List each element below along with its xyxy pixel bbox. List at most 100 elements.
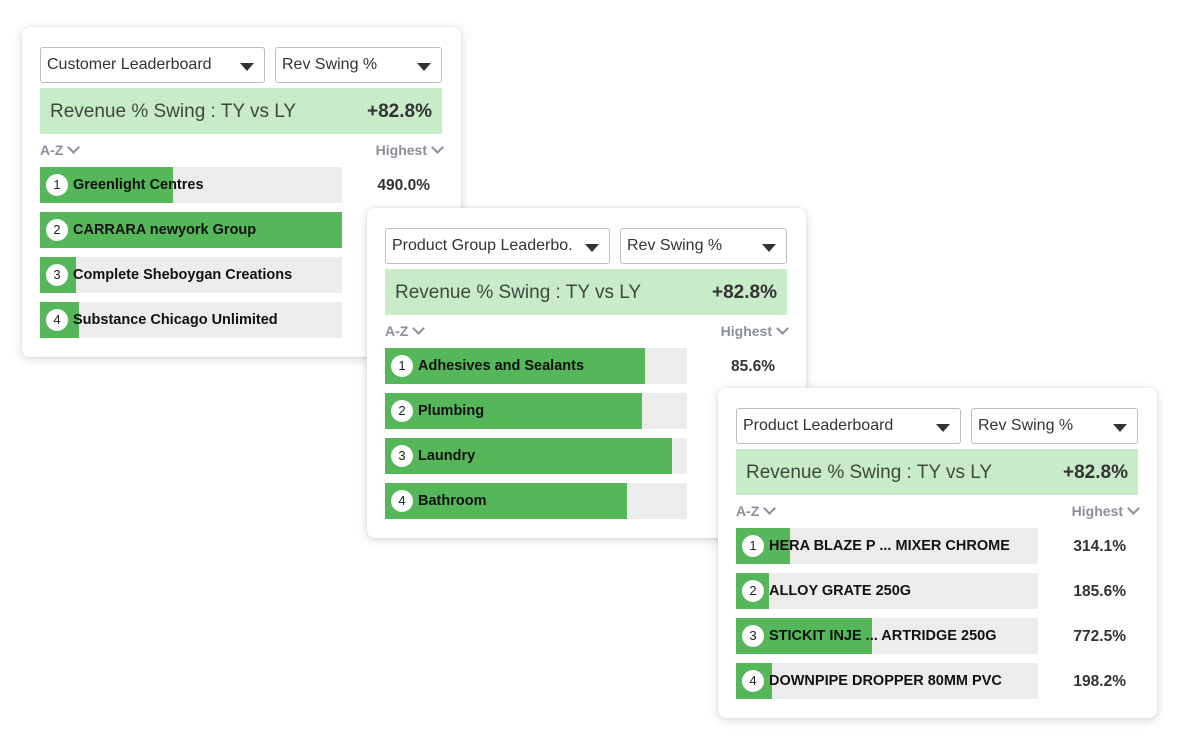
rank-badge: 3: [742, 625, 764, 647]
bar-fill: [385, 348, 645, 384]
summary-banner: Revenue % Swing : TY vs LY +82.8%: [385, 269, 787, 315]
row-label: CARRARA newyork Group: [73, 222, 257, 238]
row-label: Bathroom: [418, 493, 487, 509]
leaderboard-row[interactable]: 2 ALLOY GRATE 250G 185.6%: [736, 573, 1138, 609]
row-label: Plumbing: [418, 403, 485, 419]
bar-track: [40, 212, 342, 248]
summary-label: Revenue % Swing : TY vs LY: [50, 101, 297, 122]
bar-track: [736, 528, 1038, 564]
bar-track: [736, 663, 1038, 699]
leaderboard-row[interactable]: 4 Bathroom: [385, 483, 787, 519]
rank-badge: 2: [742, 580, 764, 602]
sort-alpha-toggle[interactable]: A-Z: [736, 502, 777, 519]
leaderboard-row[interactable]: 3 Laundry: [385, 438, 787, 474]
rank-badge: 3: [46, 264, 68, 286]
bar-track: [385, 393, 687, 429]
caret-down-icon: [417, 63, 431, 71]
chevron-down-icon: [431, 141, 444, 154]
rank-badge: 4: [391, 490, 413, 512]
leaderboard-type-dropdown[interactable]: Product Group Leaderbo...: [385, 228, 610, 264]
row-label: DOWNPIPE DROPPER 80MM PVC: [769, 673, 1002, 689]
chevron-down-icon: [412, 322, 426, 335]
metric-label: Rev Swing %: [282, 56, 378, 73]
leaderboard-row[interactable]: 2 CARRARA newyork Group: [40, 212, 442, 248]
row-value: 198.2%: [1073, 673, 1126, 690]
chevron-down-icon: [776, 322, 789, 335]
caret-down-icon: [240, 63, 254, 71]
leaderboard-type-dropdown[interactable]: Product Leaderboard: [736, 408, 961, 444]
row-value: 490.0%: [377, 177, 430, 194]
summary-value: +82.8%: [712, 282, 777, 303]
rank-badge: 2: [391, 400, 413, 422]
leaderboard-row[interactable]: 3 STICKIT INJE ... ARTRIDGE 250G 772.5%: [736, 618, 1138, 654]
caret-down-icon: [585, 244, 599, 252]
product-group-leaderboard-card: Product Group Leaderbo... Rev Swing % Re…: [367, 208, 806, 538]
summary-label: Revenue % Swing : TY vs LY: [395, 282, 642, 303]
row-label: Complete Sheboygan Creations: [73, 267, 293, 283]
sort-alpha-toggle[interactable]: A-Z: [40, 141, 81, 158]
rank-badge: 2: [46, 219, 68, 241]
leaderboard-row[interactable]: 4 Substance Chicago Unlimited: [40, 302, 442, 338]
leaderboard-row[interactable]: 4 DOWNPIPE DROPPER 80MM PVC 198.2%: [736, 663, 1138, 699]
leaderboard-type-label: Product Group Leaderbo...: [392, 237, 572, 254]
leaderboard-row[interactable]: 3 Complete Sheboygan Creations: [40, 257, 442, 293]
row-value: 772.5%: [1073, 628, 1126, 645]
chevron-down-icon: [1127, 502, 1140, 515]
row-label: Laundry: [418, 448, 476, 464]
sort-value-toggle[interactable]: Highest: [1071, 502, 1140, 519]
bar-track: [385, 483, 687, 519]
bar-fill: [385, 483, 627, 519]
sort-value-label: Highest: [720, 323, 772, 339]
summary-label: Revenue % Swing : TY vs LY: [746, 462, 993, 483]
selector-row: Customer Leaderboard Rev Swing %: [40, 47, 442, 83]
leaderboard-type-dropdown[interactable]: Customer Leaderboard: [40, 47, 265, 83]
row-label: HERA BLAZE P ... MIXER CHROME: [769, 538, 1010, 554]
row-value: 185.6%: [1073, 583, 1126, 600]
summary-banner: Revenue % Swing : TY vs LY +82.8%: [736, 449, 1138, 495]
sort-value-toggle[interactable]: Highest: [375, 141, 444, 158]
metric-label: Rev Swing %: [627, 237, 723, 254]
row-label: STICKIT INJE ... ARTRIDGE 250G: [769, 628, 997, 644]
sort-alpha-label: A-Z: [385, 323, 409, 339]
caret-down-icon: [762, 244, 776, 252]
row-label: Greenlight Centres: [73, 177, 204, 193]
selector-row: Product Group Leaderbo... Rev Swing %: [385, 228, 787, 264]
bar-track: [40, 302, 342, 338]
rank-badge: 1: [46, 174, 68, 196]
leaderboard-type-label: Customer Leaderboard: [47, 56, 212, 73]
leaderboard-row[interactable]: 1 HERA BLAZE P ... MIXER CHROME 314.1%: [736, 528, 1138, 564]
sort-value-toggle[interactable]: Highest: [720, 322, 789, 339]
leaderboard-row[interactable]: 1 Greenlight Centres 490.0%: [40, 167, 442, 203]
metric-dropdown[interactable]: Rev Swing %: [971, 408, 1138, 444]
caret-down-icon: [936, 424, 950, 432]
rank-badge: 4: [742, 670, 764, 692]
sort-value-label: Highest: [375, 142, 427, 158]
metric-dropdown[interactable]: Rev Swing %: [620, 228, 787, 264]
sort-row: A-Z Highest: [40, 141, 444, 160]
row-value: 85.6%: [731, 358, 775, 375]
rank-badge: 1: [742, 535, 764, 557]
selector-row: Product Leaderboard Rev Swing %: [736, 408, 1138, 444]
bar-track: [385, 438, 687, 474]
sort-row: A-Z Highest: [385, 322, 789, 341]
row-label: Adhesives and Sealants: [418, 358, 585, 374]
metric-dropdown[interactable]: Rev Swing %: [275, 47, 442, 83]
bar-track: [385, 348, 687, 384]
sort-row: A-Z Highest: [736, 502, 1140, 521]
sort-alpha-toggle[interactable]: A-Z: [385, 322, 426, 339]
summary-value: +82.8%: [1063, 462, 1128, 483]
bar-fill: [385, 438, 672, 474]
leaderboard-row[interactable]: 2 Plumbing: [385, 393, 787, 429]
sort-alpha-label: A-Z: [40, 142, 64, 158]
rank-badge: 4: [46, 309, 68, 331]
leaderboard-row[interactable]: 1 Adhesives and Sealants 85.6%: [385, 348, 787, 384]
bar-fill: [40, 212, 342, 248]
sort-value-label: Highest: [1071, 503, 1123, 519]
rank-badge: 1: [391, 355, 413, 377]
bar-track: [40, 257, 342, 293]
summary-value: +82.8%: [367, 101, 432, 122]
rank-badge: 3: [391, 445, 413, 467]
row-value: 314.1%: [1073, 538, 1126, 555]
row-label: ALLOY GRATE 250G: [769, 583, 912, 599]
